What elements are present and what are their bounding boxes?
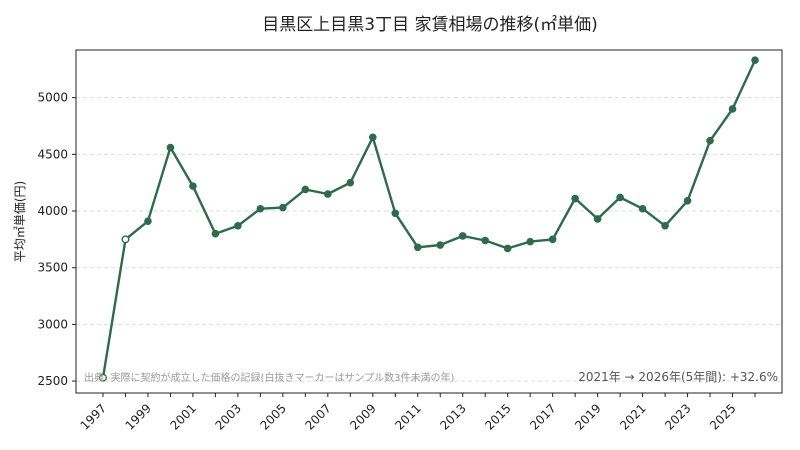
data-point	[571, 194, 579, 203]
x-tick-label: 2015	[482, 401, 513, 432]
x-tick-label: 2025	[707, 401, 738, 432]
data-point	[638, 204, 647, 213]
y-tick-label: 3000	[37, 317, 68, 331]
data-point	[728, 105, 737, 113]
x-tick-label: 2011	[392, 401, 423, 432]
data-point	[413, 243, 422, 252]
data-point	[481, 236, 490, 245]
data-point	[166, 143, 175, 152]
x-tick-label: 1997	[78, 401, 109, 432]
data-point	[616, 193, 624, 202]
data-point	[256, 204, 265, 213]
data-point	[683, 197, 692, 205]
data-point	[458, 232, 467, 240]
data-point	[144, 217, 152, 226]
x-tick-label: 2003	[213, 401, 244, 432]
data-point	[751, 56, 759, 65]
y-axis-ticks: 2500 3000 3500 4000 4500 5000	[37, 91, 76, 388]
data-point	[593, 215, 602, 223]
x-tick-label: 2019	[572, 401, 603, 432]
plot-area	[75, 49, 783, 394]
x-tick-label: 1999	[123, 401, 154, 432]
data-point	[301, 185, 310, 194]
data-point	[189, 182, 197, 190]
data-point	[234, 221, 242, 230]
data-points	[98, 56, 759, 382]
data-point	[121, 235, 130, 244]
data-point	[391, 209, 400, 218]
x-axis-ticks: 1997 1999 2001 2003 2005 2007 2009 2011 2013 2015…	[78, 393, 756, 433]
x-tick-label: 2001	[168, 401, 199, 432]
data-point	[279, 203, 287, 212]
x-tick-label: 2013	[437, 401, 468, 432]
series-line	[101, 59, 757, 378]
chart-title: 目黒区上目黒3丁目 家賃相場の推移(㎡単価)	[262, 15, 597, 35]
data-point	[526, 237, 534, 246]
y-axis-label: 平均㎡単価(円)	[13, 181, 27, 262]
y-tick-label: 3500	[37, 261, 68, 275]
y-tick-label: 5000	[37, 91, 68, 105]
change-note: 2021年 → 2026年(5年間): +32.6%	[578, 370, 778, 384]
data-point	[324, 190, 332, 198]
data-point	[436, 241, 445, 249]
data-point	[346, 178, 355, 187]
data-point	[503, 244, 512, 253]
y-tick-label: 2500	[37, 374, 68, 388]
data-point	[706, 136, 714, 145]
grid-lines	[76, 97, 782, 382]
x-tick-label: 2009	[347, 401, 378, 432]
data-point	[661, 221, 669, 230]
x-tick-label: 2023	[662, 401, 693, 432]
x-tick-label: 2005	[257, 401, 288, 432]
x-tick-label: 2007	[302, 401, 333, 432]
x-tick-label: 2017	[527, 401, 558, 432]
data-point	[211, 229, 220, 238]
data-point	[98, 373, 107, 382]
data-point	[368, 133, 377, 142]
source-note: 出典: 実際に契約が成立した価格の記録(白抜きマーカーはサンプル数3件未満の年)	[84, 371, 455, 384]
x-tick-label: 2021	[617, 401, 648, 432]
y-tick-label: 4000	[37, 204, 68, 218]
data-point	[548, 235, 557, 244]
y-tick-label: 4500	[37, 147, 68, 161]
